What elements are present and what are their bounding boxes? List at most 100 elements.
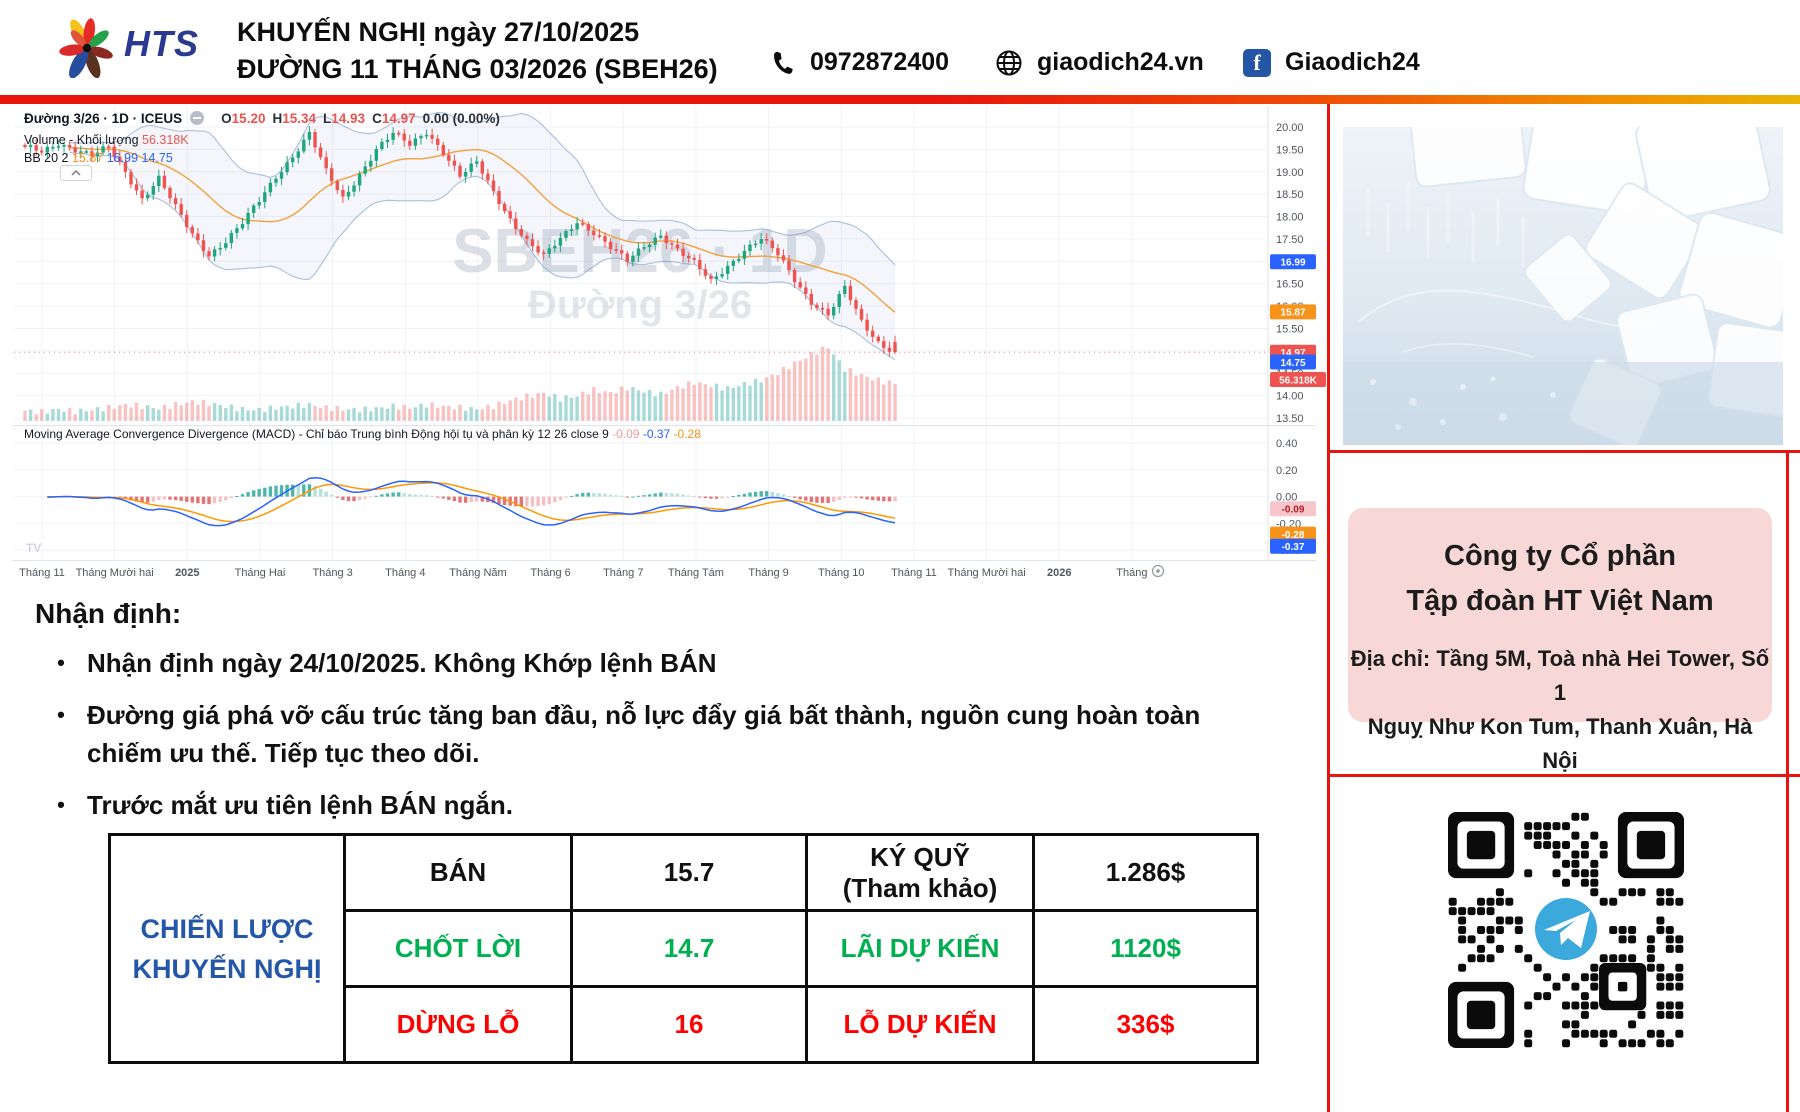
contact-phone[interactable]: 0972872400 [770,48,949,77]
chart-watermark-symbol: SBEH26 · 1D [452,217,828,286]
title-line-1: KHUYẾN NGHỊ ngày 27/10/2025 [237,17,640,47]
svg-text:14.97: 14.97 [1280,348,1305,359]
sugar-cubes-image [1343,127,1783,445]
globe-icon [996,50,1022,75]
time-axis-label: 2025 [175,567,199,579]
low-value: 14.93 [331,111,366,126]
analysis-section: Nhận định: • Nhận định ngày 24/10/2025. … [35,598,1305,824]
svg-text:0.40: 0.40 [1276,438,1297,450]
table-row: CHIẾN LƯỢC KHUYẾN NGHỊ BÁN 15.7 KÝ QUỸ (… [108,833,1259,1064]
analysis-bullet-3: • Trước mắt ưu tiên lệnh BÁN ngắn. [35,786,1250,824]
instrument-menu-icon [190,111,205,125]
expected-profit-label-cell: LÃI DỰ KIẾN [805,909,1035,988]
facebook-icon: f [1243,48,1271,77]
svg-text:-0.40: -0.40 [1276,545,1301,557]
axis-price-badge [1270,372,1326,387]
analysis-heading: Nhận định: [35,598,182,629]
time-axis-label: Tháng Mười hai [947,567,1025,579]
company-address: Địa chỉ: Tầng 5M, Toà nhà Hei Tower, Số … [1350,646,1770,773]
margin-label-cell: KÝ QUỸ (Tham khảo) [805,833,1035,912]
svg-text:0.20: 0.20 [1276,465,1297,477]
bullet-icon: • [57,650,65,675]
svg-text:18.00: 18.00 [1276,212,1304,224]
company-name: Công ty Cổ phần Tập đoàn HT Việt Nam [1406,540,1714,617]
svg-text:14.50: 14.50 [1276,368,1304,380]
macd-hist-value: -0.09 [612,427,640,441]
axis-settings-icon [1151,564,1165,578]
sell-label-cell: BÁN [343,833,573,912]
time-axis-label: Tháng 6 [530,567,570,579]
svg-text:15.50: 15.50 [1276,323,1304,335]
axis-price-badge [1270,526,1316,542]
chart-legend-macd-row: Moving Average Convergence Divergence (M… [24,427,701,441]
margin-value-cell: 1.286$ [1032,833,1259,912]
bb-basis-value: 15.87 [71,151,104,165]
company-info-card: Công ty Cổ phần Tập đoàn HT Việt Nam Địa… [1348,508,1772,773]
take-profit-label-cell: CHỐT LỜI [343,909,573,988]
time-axis-label: 2026 [1047,567,1071,579]
contact-website[interactable]: giaodich24.vn [995,48,1204,77]
macd-line-value: -0.37 [642,427,671,441]
svg-text:17.50: 17.50 [1276,234,1304,246]
chart-watermark-name: Đường 3/26 [528,283,752,327]
svg-text:16.00: 16.00 [1276,301,1304,313]
chart-symbol: Đường 3/26 · 1D · ICEUS [24,111,183,126]
stop-loss-label-cell: DỪNG LỖ [343,985,573,1064]
expected-loss-label-cell: LỖ DỰ KIẾN [805,985,1035,1064]
svg-text:19.50: 19.50 [1276,144,1304,156]
bullet-icon: • [57,702,65,727]
time-axis-label: Tháng [1116,567,1147,579]
time-axis-label: Tháng 4 [385,567,425,579]
hts-logo: HTS [56,10,199,78]
contact-facebook[interactable]: f Giaodich24 [1243,48,1420,77]
time-axis-label: Tháng 11 [891,567,937,579]
chart-legend-volume-row: Volume - Khối lượng 56.318K [24,133,189,147]
hts-flower-icon [59,18,113,78]
svg-text:-0.20: -0.20 [1276,518,1301,530]
svg-text:-0.09: -0.09 [1282,505,1305,516]
axis-price-badge [1270,354,1316,370]
axis-price-badge [1270,254,1316,270]
title-line-2: ĐƯỜNG 11 THÁNG 03/2026 (SBEH26) [237,54,718,84]
svg-text:-0.37: -0.37 [1282,542,1305,553]
axis-price-badge [1270,538,1316,554]
bollinger-fill [69,112,896,360]
time-axis-label: Tháng 7 [603,567,643,579]
svg-text:16.99: 16.99 [1280,258,1305,269]
macd-signal-value: -0.28 [673,427,701,441]
chart-legend-bb-row: BB 20 2 15.87 16.99 14.75 [24,151,173,165]
svg-text:17.00: 17.00 [1276,256,1304,268]
tradingview-logo: TV [26,541,41,555]
collapse-pane-button [60,165,92,181]
axis-price-badge [1270,304,1316,320]
expected-profit-value-cell: 1120$ [1032,909,1259,988]
page-title: KHUYẾN NGHỊ ngày 27/10/2025 ĐƯỜNG 11 THÁ… [237,14,718,88]
time-axis-label: Tháng 9 [748,567,788,579]
stop-loss-price-cell: 16 [570,985,808,1064]
svg-text:15.00: 15.00 [1276,346,1304,358]
sell-price-cell: 15.7 [570,833,808,912]
bb-lower-value: 14.75 [141,151,173,165]
time-axis-label: Tháng Hai [235,567,286,579]
analysis-bullet-2: • Đường giá phá vỡ cấu trúc tăng ban đầu… [35,696,1250,772]
volume-value: 56.318K [142,133,189,147]
svg-text:-0.28: -0.28 [1282,530,1305,541]
bb-upper-value: 16.99 [106,151,139,165]
divider-vertical-left [1327,104,1330,1112]
time-axis-label: Tháng 10 [818,567,864,579]
svg-text:0.00: 0.00 [1276,492,1297,504]
svg-text:14.75: 14.75 [1280,358,1305,369]
svg-text:15.87: 15.87 [1280,308,1305,319]
facebook-glyph: f [1253,49,1261,75]
divider-horizontal-2 [1327,774,1800,777]
axis-price-badge [1270,501,1316,517]
chart-legend-symbol-row: Đường 3/26 · 1D · ICEUS O15.20 H15.34 L14.9… [24,111,500,126]
header: HTS KHUYẾN NGHỊ ngày 27/10/2025 ĐƯỜNG 11… [0,0,1800,95]
time-axis-label: Tháng 11 [19,567,65,579]
axis-price-badge [1270,344,1316,360]
table-row: DỪNG LỖ 16 LỖ DỰ KIẾN 336$ [110,985,1259,1064]
svg-text:18.50: 18.50 [1276,189,1304,201]
facebook-name: Giaodich24 [1285,48,1420,76]
header-divider-gradient [0,95,1800,104]
website-url: giaodich24.vn [1037,48,1204,76]
